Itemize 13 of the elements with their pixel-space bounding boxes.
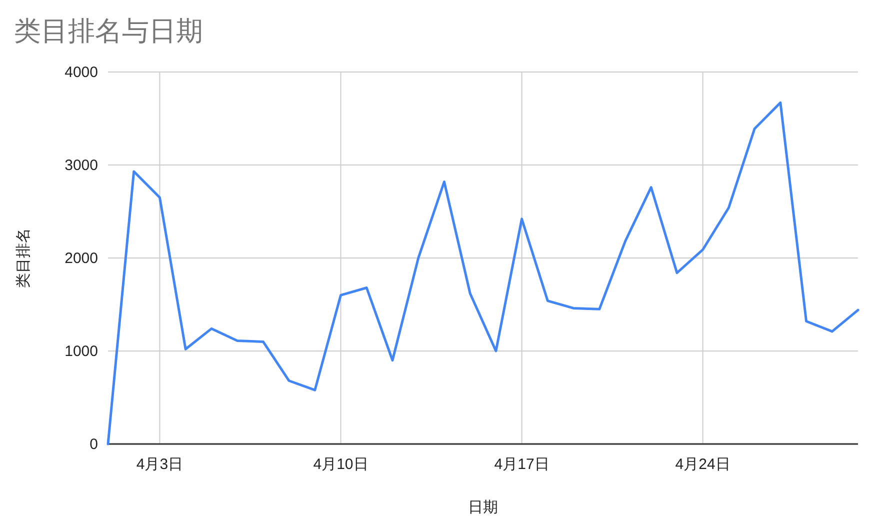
y-tick-label: 4000 <box>64 64 98 81</box>
y-tick-label: 0 <box>90 436 98 453</box>
y-tick-label: 3000 <box>64 157 98 174</box>
chart-title: 类目排名与日期 <box>14 16 203 46</box>
x-tick-label: 4月10日 <box>313 456 368 473</box>
x-axis-title: 日期 <box>468 499 498 516</box>
y-tick-label: 1000 <box>64 343 98 360</box>
x-tick-label: 4月3日 <box>136 456 184 473</box>
y-axis-title: 类目排名 <box>15 228 32 288</box>
y-tick-label: 2000 <box>64 250 98 267</box>
line-series <box>106 101 860 446</box>
x-tick-label: 4月17日 <box>494 456 550 473</box>
x-tick-label: 4月24日 <box>675 456 730 473</box>
